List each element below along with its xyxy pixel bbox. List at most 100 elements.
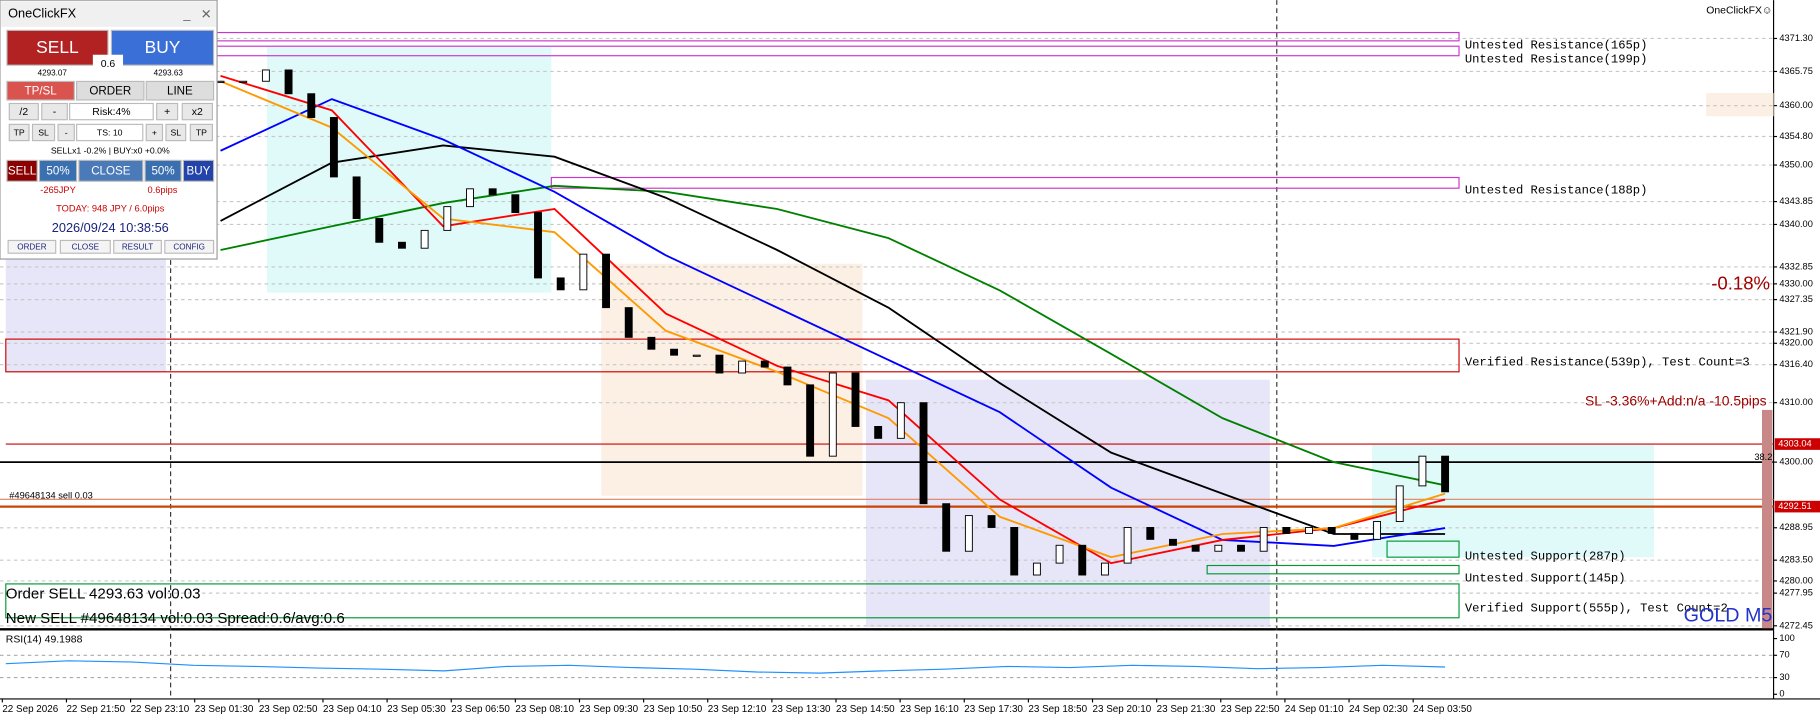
button[interactable] [145,80,215,101]
candle [987,515,996,528]
spread: 0.6 [101,59,116,70]
pips: 0.6pips [148,185,178,195]
button-label[interactable]: + [164,107,170,118]
price-tick-label: 4371.30 [1779,33,1813,43]
button-label[interactable]: - [53,107,57,118]
rsi-tick-label: 30 [1779,672,1789,682]
button[interactable] [41,102,68,121]
log-line: New SELL #49648134 vol:0.03 Spread:0.6/a… [6,610,345,627]
candle [1259,527,1268,552]
brand: OneClickFX☺ [1706,5,1772,16]
button-label[interactable]: 50% [46,164,69,177]
candle [1395,485,1404,522]
close[interactable]: ✕ [201,7,212,22]
button-label[interactable]: 50% [151,164,174,177]
button-label[interactable]: CONFIG [173,243,205,252]
price-tick-label: 4327.35 [1779,294,1813,304]
button-label[interactable]: ORDER [17,243,46,252]
button[interactable] [113,239,162,254]
button-label[interactable]: CLOSE [91,164,131,177]
button[interactable] [181,102,213,121]
button-label[interactable]: SELL [8,164,37,177]
time-label: 23 Sep 08:10 [515,704,574,715]
candle [851,372,860,427]
button[interactable] [189,123,213,142]
price-label-box [1774,438,1820,450]
button[interactable] [145,123,164,142]
zone-label: Verified Support(555p), Test Count=2 [1465,602,1728,616]
candle [466,188,474,208]
button-label[interactable]: + [152,127,157,137]
symbol: GOLD M5 [1684,605,1773,627]
button-label[interactable]: Risk:4% [92,107,130,118]
rsi-tick-label: 100 [1779,633,1794,643]
button[interactable] [38,159,78,182]
button[interactable] [6,80,75,101]
button-label[interactable]: TS: 10 [97,127,123,137]
price-tick-label: 4332.85 [1779,261,1813,271]
candle [1010,527,1019,576]
candle [692,354,701,357]
log-line: Order SELL 4293.63 vol:0.03 [6,585,201,602]
button[interactable] [76,123,144,142]
button[interactable] [165,123,187,142]
button[interactable] [76,80,145,101]
button-label[interactable]: TP [196,127,207,137]
moving-average [220,98,1446,547]
price-tick-label: 4283.50 [1779,555,1813,565]
button-label[interactable]: CLOSE [72,243,100,252]
button[interactable] [110,29,215,66]
bid: 4293.07 [38,68,68,77]
candle [1123,527,1132,564]
button[interactable] [144,159,182,182]
button-label[interactable]: x2 [192,107,203,118]
button-label[interactable]: - [65,127,68,137]
button[interactable] [8,102,39,121]
button[interactable] [7,239,57,254]
button-label[interactable]: RESULT [122,243,153,252]
button[interactable] [6,29,109,66]
candle [1100,562,1109,576]
price-tick-label: 4360.00 [1779,100,1813,110]
button-label[interactable]: TP [14,127,25,137]
button-label[interactable]: BUY [187,164,211,177]
minimize[interactable]: _ [182,7,191,22]
button[interactable] [6,159,38,182]
button-label[interactable]: SELL [36,37,79,57]
candle [1282,527,1291,534]
rsi-tick-label: 0 [1779,689,1784,699]
button-label[interactable]: LINE [167,84,193,97]
button[interactable] [8,123,30,142]
candle [1441,455,1450,493]
price-tick-label: 4321.90 [1779,326,1813,336]
candle [715,354,724,374]
button-label[interactable]: /2 [19,107,28,118]
candle [964,515,973,552]
candle [307,93,316,118]
button-label[interactable]: SL [38,127,49,137]
time-label: 23 Sep 13:30 [772,704,831,715]
button[interactable] [69,102,154,121]
candle [670,348,679,356]
button[interactable] [57,123,75,142]
candle [647,336,656,350]
button[interactable] [164,239,215,254]
price-tick-label: 4340.00 [1779,219,1813,229]
button[interactable] [59,239,111,254]
button-label[interactable]: ORDER [89,84,131,97]
button[interactable] [156,102,179,121]
candle [942,503,951,552]
button-label[interactable]: SL [171,127,182,137]
shaded-zone [1706,93,1774,117]
button-label[interactable]: TP/SL [25,84,58,97]
candle [511,194,520,214]
spread-box [92,54,124,74]
button[interactable] [182,159,215,182]
button-label[interactable]: BUY [145,37,181,57]
button[interactable] [31,123,56,142]
candle [602,253,610,309]
zone-label: Untested Support(287p) [1465,549,1626,563]
zone-box [1386,540,1460,558]
button[interactable] [78,159,144,182]
